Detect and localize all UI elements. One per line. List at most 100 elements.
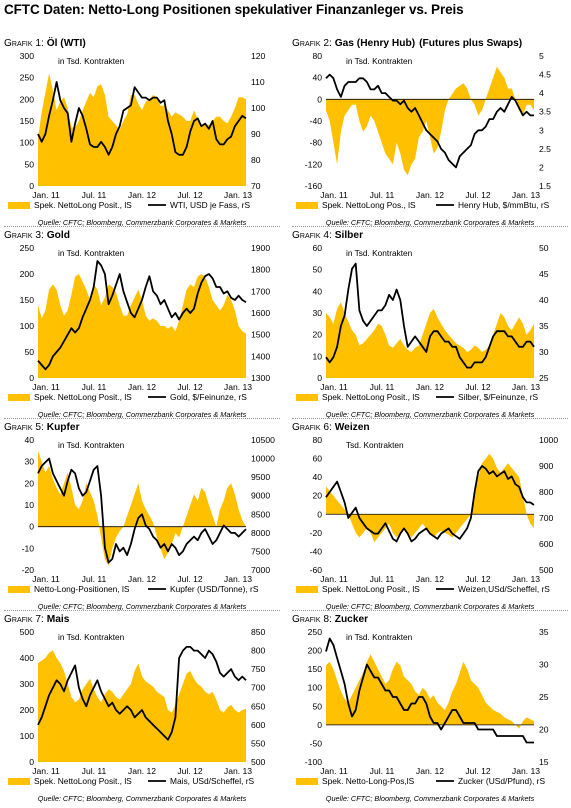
y-tick-left: 50	[24, 159, 34, 169]
chart-svg: 0 50 100 150 200 250 300 70 80 90 100 110 120 Jan. 11…	[8, 51, 266, 210]
y-tick-right: 9500	[251, 472, 270, 482]
y-tick-left: -20	[310, 528, 323, 538]
chart-panel-3: Grafik 3: Gold 0 50 100 150 200 250 1300 1400 150…	[4, 228, 280, 424]
y-tick-left: 100	[20, 138, 35, 148]
y-tick-right: 35	[539, 321, 549, 331]
y-tick-left: 100	[20, 731, 35, 741]
line-series	[37, 260, 247, 371]
x-tick: Jan. 13	[512, 382, 540, 392]
x-tick: Jul. 12	[177, 190, 203, 200]
unit-note: in Tsd. Kontrakten	[58, 440, 125, 450]
y-tick-left: 80	[312, 435, 322, 445]
y-tick-right: 700	[539, 513, 554, 523]
legend-swatch-area	[8, 586, 30, 593]
y-tick-right: 70	[251, 181, 261, 191]
unit-note: in Tsd. Kontrakten	[58, 632, 125, 642]
legend-label-line: Henry Hub, $/mmBtu, rS	[458, 200, 550, 210]
y-tick-left: 50	[24, 347, 34, 357]
chart-panel-7: Grafik 7: Mais 0 100 200 300 400 500 500 550 600 6…	[4, 612, 280, 808]
y-tick-right: 100	[251, 103, 266, 113]
y-tick-left: 100	[308, 683, 323, 693]
y-tick-right: 1300	[251, 373, 270, 383]
y-tick-left: 30	[24, 457, 34, 467]
chart-svg: -160 -120 -80 -40 0 40 80 1.5 2 2.5 3 3.5 4 4.5 5 Jan. …	[296, 51, 551, 210]
chart-title-suffix: (Futures plus Swaps)	[419, 38, 523, 49]
y-tick-right: 15	[539, 757, 549, 767]
x-tick: Jan. 13	[224, 574, 252, 584]
y-tick-right: 1.5	[539, 181, 551, 191]
x-tick: Jan. 12	[416, 382, 444, 392]
y-tick-right: 9000	[251, 491, 270, 501]
legend-label-line: WTI, USD je Fass, rS	[170, 200, 250, 210]
y-tick-right: 8000	[251, 528, 270, 538]
y-tick-left: 250	[308, 627, 323, 637]
y-tick-left: 0	[29, 522, 34, 532]
y-tick-left: 300	[20, 51, 35, 61]
chart-title-text: Gas (Henry Hub)	[334, 38, 416, 49]
x-tick: Jan. 11	[320, 190, 348, 200]
y-tick-right: 1500	[251, 330, 270, 340]
legend-swatch-area	[296, 778, 318, 785]
x-tick: Jul. 12	[177, 382, 203, 392]
chart-title-text: Gold	[46, 230, 70, 241]
y-tick-left: -80	[310, 138, 323, 148]
y-tick-right: 120	[251, 51, 266, 61]
area-series	[326, 654, 534, 729]
x-tick: Jan. 11	[320, 574, 348, 584]
x-tick: Jul. 11	[82, 190, 107, 200]
area-series	[326, 453, 534, 543]
y-tick-right: 800	[539, 487, 554, 497]
chart-number: Grafik 2:	[292, 38, 332, 49]
unit-note: in Tsd. Kontrakten	[346, 248, 413, 258]
x-tick: Jan. 11	[32, 574, 60, 584]
y-tick-left: 500	[20, 627, 35, 637]
row-separator	[4, 418, 280, 419]
x-tick: Jul. 12	[465, 382, 491, 392]
chart-title-text: Zucker	[334, 614, 369, 625]
area-series	[38, 450, 246, 566]
y-tick-left: -40	[310, 546, 323, 556]
area-series	[38, 73, 246, 186]
chart-title-text: Mais	[46, 614, 70, 625]
x-tick: Jan. 13	[224, 190, 252, 200]
y-tick-right: 1700	[251, 286, 270, 296]
y-tick-left: 0	[317, 94, 322, 104]
x-tick: Jan. 12	[128, 766, 156, 776]
y-tick-right: 3	[539, 125, 544, 135]
y-tick-left: 150	[20, 116, 35, 126]
y-tick-right: 600	[539, 539, 554, 549]
chart-title: Grafik 6: Weizen	[292, 422, 370, 433]
legend-label-area: Spek. NettoLong Posit., lS	[34, 200, 132, 210]
x-tick: Jul. 11	[82, 574, 107, 584]
y-tick-left: 0	[29, 757, 34, 767]
y-tick-right: 500	[251, 757, 266, 767]
y-tick-left: 200	[20, 269, 35, 279]
row-separator	[292, 226, 568, 227]
y-tick-left: -60	[310, 565, 323, 575]
x-tick: Jul. 11	[82, 382, 107, 392]
chart-title-text: Öl (WTI)	[46, 38, 86, 49]
y-tick-left: -100	[305, 757, 322, 767]
y-tick-right: 25	[539, 373, 549, 383]
x-tick: Jan. 13	[512, 574, 540, 584]
y-tick-left: 0	[317, 720, 322, 730]
y-tick-left: 0	[317, 509, 322, 519]
y-tick-left: 40	[312, 73, 322, 83]
y-tick-left: 150	[20, 295, 35, 305]
y-tick-right: 35	[539, 627, 549, 637]
legend-label-line: Weizen,USd/Scheffel, rS	[458, 584, 550, 594]
chart-number: Grafik 8:	[292, 614, 332, 625]
y-tick-left: 150	[308, 664, 323, 674]
y-tick-right: 1000	[539, 435, 558, 445]
x-tick: Jan. 12	[128, 382, 156, 392]
y-tick-left: 20	[312, 491, 322, 501]
chart-title: Grafik 3: Gold	[4, 230, 70, 241]
row-separator	[4, 226, 280, 227]
y-tick-left: 0	[29, 373, 34, 383]
chart-svg: -20 -10 0 10 20 30 40 7000 7500 8000 8500 9000 9500 1…	[8, 435, 275, 594]
legend-swatch-area	[296, 394, 318, 401]
line-series	[37, 646, 247, 741]
x-tick: Jul. 12	[465, 766, 491, 776]
y-tick-right: 45	[539, 269, 549, 279]
chart-number: Grafik 7:	[4, 614, 44, 625]
